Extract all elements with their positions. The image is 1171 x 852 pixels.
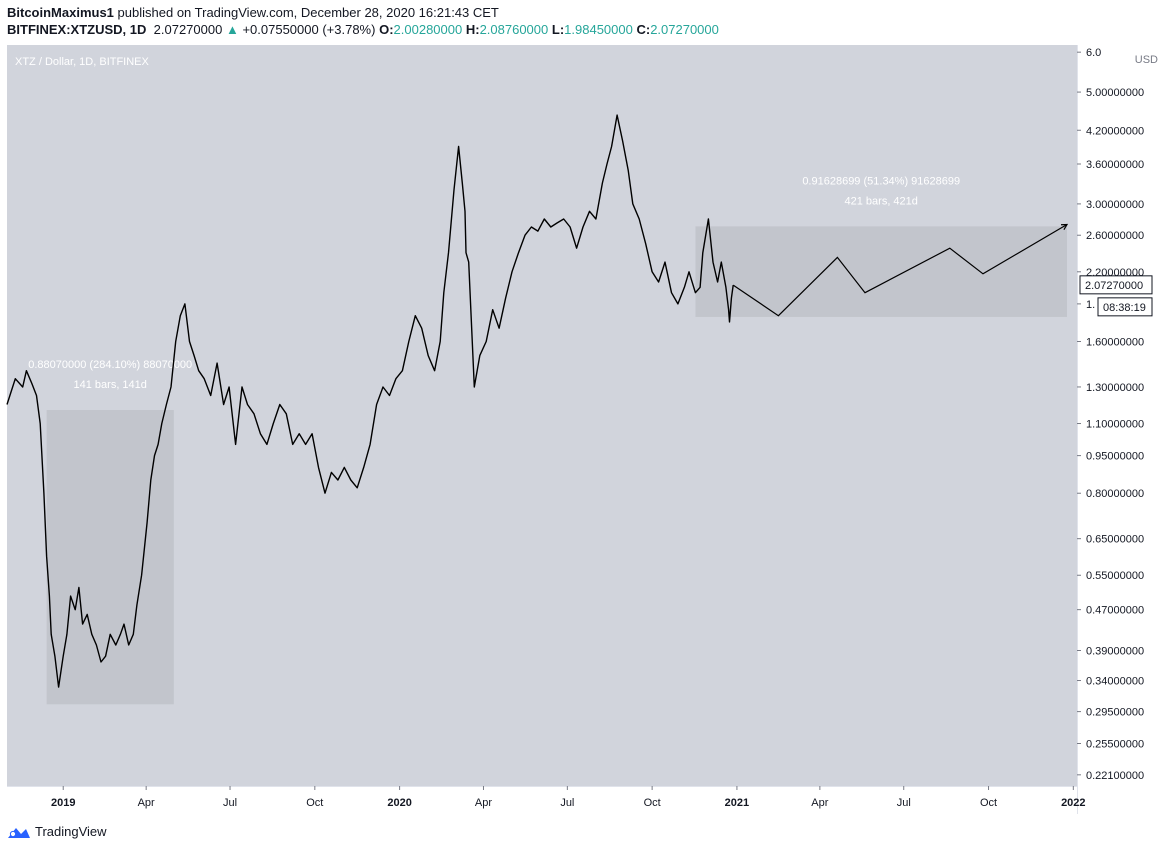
- low-value: 1.98450000: [564, 22, 633, 37]
- change-value: +0.07550000 (+3.78%): [242, 22, 376, 37]
- y-tick-label: 0.47000000: [1086, 605, 1144, 617]
- x-tick-label: Jul: [560, 797, 574, 809]
- y-tick-label: 0.39000000: [1086, 645, 1144, 657]
- measure-box: [46, 410, 174, 705]
- y-tick-label: 1.30000000: [1086, 382, 1144, 394]
- price-line: [6, 114, 734, 688]
- open-value: 2.00280000: [393, 22, 463, 37]
- measure-box-bars-label: 421 bars, 421d: [845, 195, 918, 207]
- countdown-box: [1097, 297, 1153, 317]
- footer-brand-label[interactable]: TradingView: [35, 824, 107, 839]
- y-tick-label: 1.10000000: [1086, 419, 1144, 431]
- open-label: O:: [379, 22, 394, 37]
- y-tick-label: 5.00000000: [1086, 87, 1144, 99]
- y-tick-label: 0.25500000: [1086, 739, 1144, 751]
- publish-date: published on TradingView.com, December 2…: [117, 5, 499, 20]
- up-arrow-icon: ▲: [225, 22, 239, 37]
- tradingview-logo-icon: [8, 827, 30, 838]
- footer-brand: TradingView: [7, 824, 107, 839]
- x-tick-label: Oct: [980, 797, 997, 809]
- y-tick-label: 0.55000000: [1086, 570, 1144, 582]
- y-tick-label: 0.29500000: [1086, 707, 1144, 719]
- plot-area: [7, 45, 1077, 786]
- y-tick-label: 1.: [1086, 299, 1095, 311]
- y-tick-label: 0.80000000: [1086, 488, 1144, 500]
- y-tick-label: 2.60000000: [1086, 230, 1144, 242]
- low-label: L:: [551, 22, 565, 37]
- publish-info: BitcoinMaximus1 published on TradingView…: [7, 4, 499, 22]
- close-label: C:: [636, 22, 651, 37]
- time-axis: [7, 786, 1077, 814]
- measure-box-bars-label: 141 bars, 141d: [74, 379, 147, 391]
- projection-line: [732, 223, 1068, 317]
- high-label: H:: [465, 22, 480, 37]
- x-tick-label: Apr: [475, 797, 492, 809]
- y-tick-label: 0.34000000: [1086, 676, 1144, 688]
- x-tick-label: 2021: [725, 797, 749, 809]
- ohlc-bar: BITFINEX:XTZUSD, 1D 2.07270000 ▲ +0.0755…: [7, 21, 719, 39]
- price-label: 2.07270000: [1085, 280, 1143, 292]
- measure-box-label: 0.91628699 (51.34%) 91628699: [802, 175, 960, 187]
- y-tick-label: 6.0: [1086, 47, 1101, 59]
- x-tick-label: Oct: [306, 797, 323, 809]
- measure-box-label: 0.88070000 (284.10%) 88070000: [28, 359, 192, 371]
- x-tick-label: 2019: [51, 797, 75, 809]
- countdown-label: 08:38:19: [1103, 302, 1146, 314]
- x-tick-label: Jul: [897, 797, 911, 809]
- x-tick-label: Apr: [138, 797, 155, 809]
- price-axis: [1077, 45, 1171, 814]
- author-name[interactable]: BitcoinMaximus1: [7, 5, 114, 20]
- y-tick-label: 3.00000000: [1086, 199, 1144, 211]
- x-tick-label: Jul: [223, 797, 237, 809]
- x-tick-label: Apr: [811, 797, 828, 809]
- close-value: 2.07270000: [650, 22, 719, 37]
- measure-box: [695, 226, 1067, 317]
- projection-arrow-icon: [1060, 223, 1069, 231]
- chart-title: XTZ / Dollar, 1D, BITFINEX: [15, 56, 150, 68]
- y-tick-label: 0.22100000: [1086, 770, 1144, 782]
- y-tick-label: 3.60000000: [1086, 159, 1144, 171]
- y-tick-label: 1.60000000: [1086, 337, 1144, 349]
- x-tick-label: 2022: [1061, 797, 1085, 809]
- currency-label: USD: [1135, 54, 1158, 66]
- x-tick-label: Oct: [644, 797, 661, 809]
- x-tick-label: 2020: [387, 797, 411, 809]
- last-price: 2.07270000: [153, 22, 223, 37]
- y-tick-label: 4.20000000: [1086, 125, 1144, 137]
- high-value: 2.08760000: [479, 22, 549, 37]
- price-label-box: [1079, 275, 1153, 295]
- y-tick-label: 0.65000000: [1086, 534, 1144, 546]
- y-tick-label: 0.95000000: [1086, 451, 1144, 463]
- symbol-label: BITFINEX:XTZUSD, 1D: [7, 22, 147, 37]
